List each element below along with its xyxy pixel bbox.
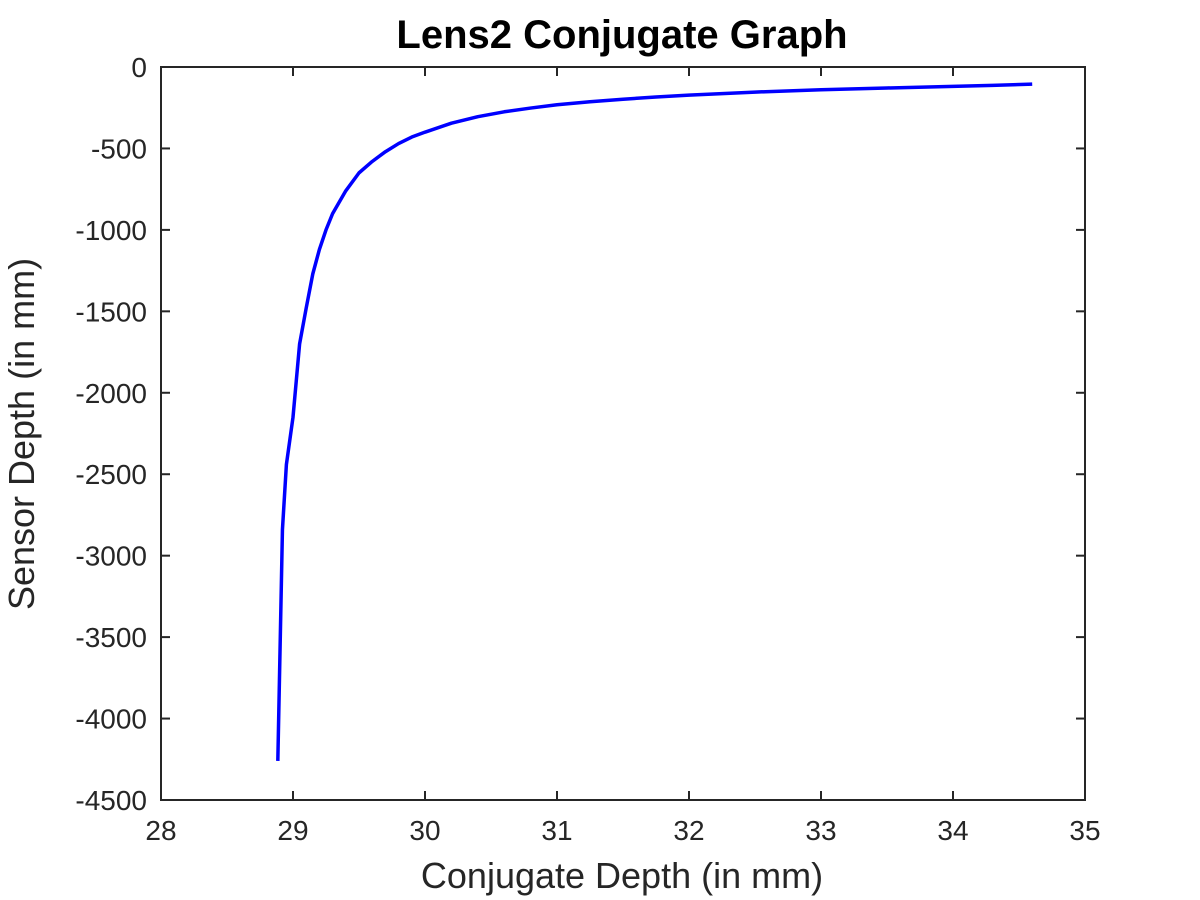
y-tick-label: -2500	[75, 459, 147, 490]
y-tick-label: -4000	[75, 704, 147, 735]
y-axis-label: Sensor Depth (in mm)	[1, 258, 42, 610]
x-axis-label: Conjugate Depth (in mm)	[421, 855, 823, 896]
x-tick-label: 30	[409, 815, 440, 846]
x-axis-ticks: 28 29 30 31 32 33 34 35	[145, 67, 1101, 846]
y-tick-label: -3000	[75, 541, 147, 572]
series-line	[276, 82, 1033, 761]
series-layer	[276, 82, 1033, 761]
x-tick-label: 34	[937, 815, 968, 846]
y-tick-label: 0	[131, 52, 147, 83]
y-tick-label: -1500	[75, 296, 147, 327]
plot-frame	[160, 66, 1086, 801]
x-tick-label: 33	[805, 815, 836, 846]
y-axis-ticks: 0 -500 -1000 -1500 -2000 -2500 -3000 -3500 -4000…	[75, 52, 1085, 816]
chart-title: Lens2 Conjugate Graph	[396, 13, 847, 57]
y-tick-label: -4500	[75, 785, 147, 816]
x-tick-label: 28	[145, 815, 176, 846]
y-tick-label: -3500	[75, 622, 147, 653]
x-tick-label: 29	[277, 815, 308, 846]
y-tick-label: -1000	[75, 215, 147, 246]
x-tick-label: 32	[673, 815, 704, 846]
x-tick-label: 35	[1069, 815, 1100, 846]
y-tick-label: -2000	[75, 378, 147, 409]
x-tick-label: 31	[541, 815, 572, 846]
plot-area	[161, 67, 1085, 800]
y-tick-label: -500	[91, 133, 147, 164]
